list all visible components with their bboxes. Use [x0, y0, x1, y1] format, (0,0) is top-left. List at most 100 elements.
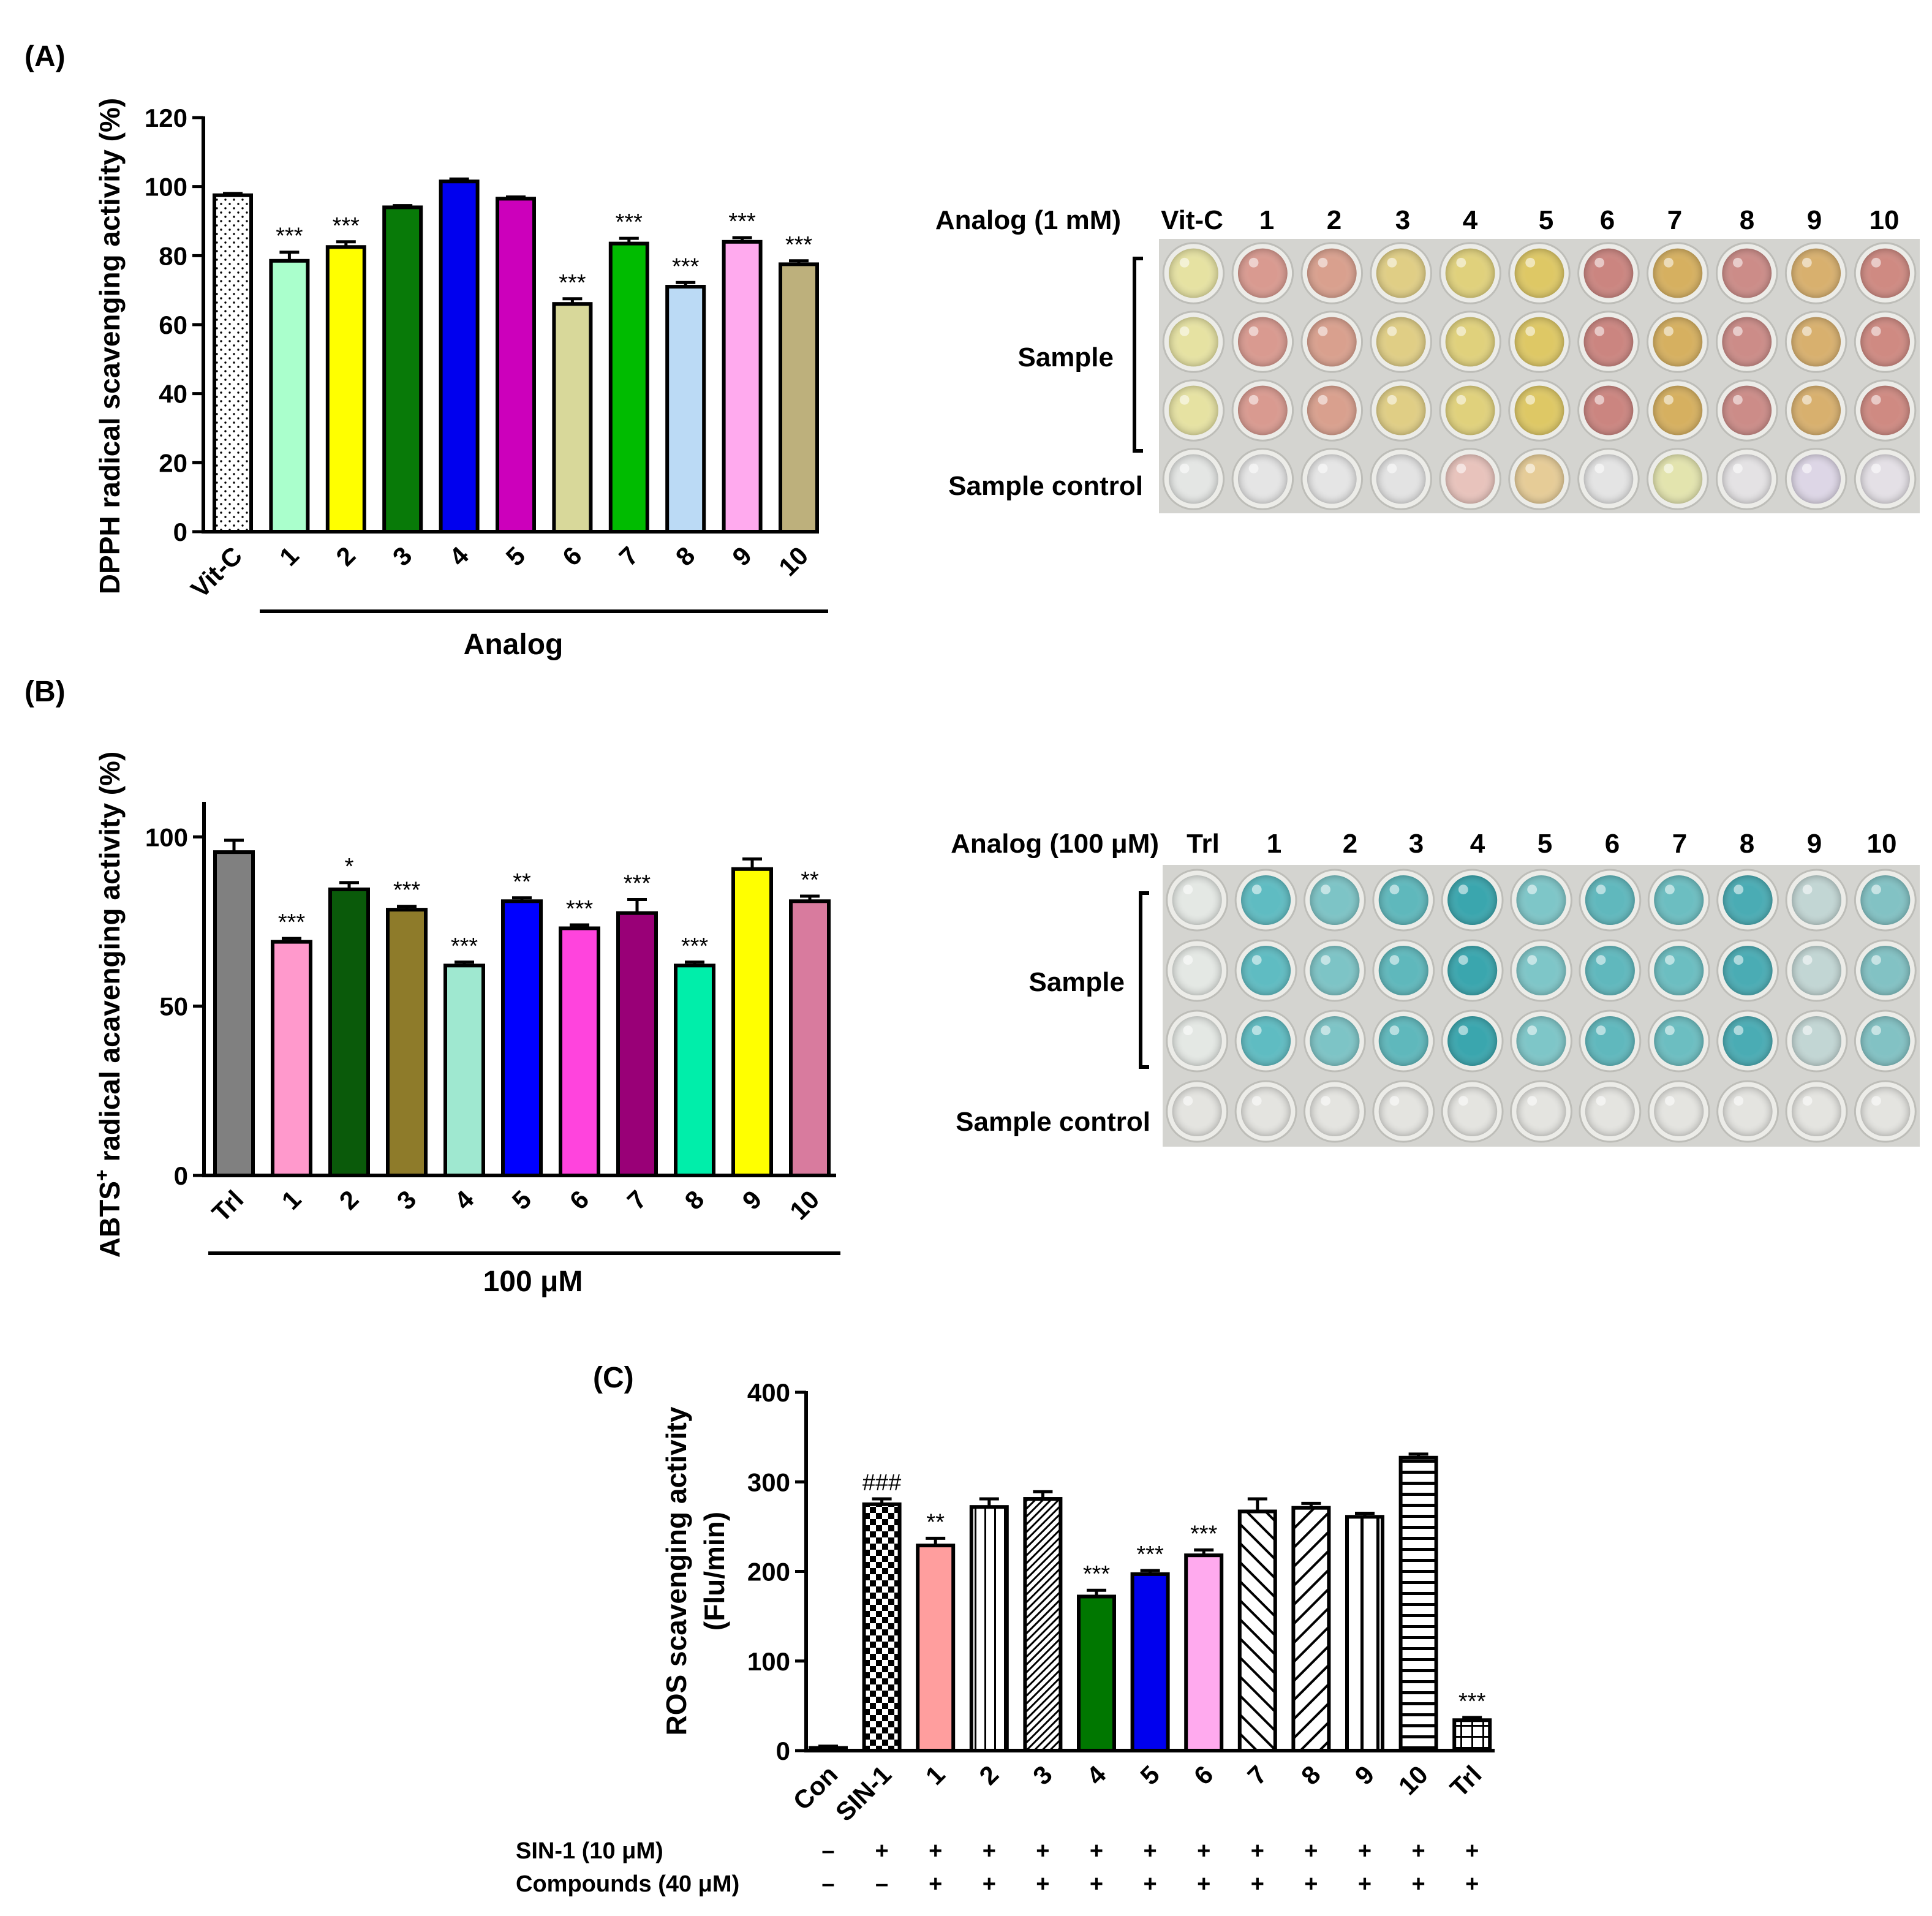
chart-2-bar — [1237, 1509, 1277, 1752]
plate-1-well-highlight — [1802, 884, 1813, 895]
plate-1-well-highlight — [1871, 955, 1881, 965]
chart-2-x-tick-label: 9 — [1349, 1760, 1380, 1790]
plate-0-column-label: 2 — [1327, 205, 1341, 235]
plate-0-well-shade — [1237, 317, 1288, 367]
chart-2-significance-label: *** — [1458, 1689, 1486, 1714]
plate-1-well-shade — [1447, 1086, 1498, 1137]
chart-2-x-tick-label: 10 — [1393, 1760, 1433, 1800]
plate-1-well-highlight — [1527, 955, 1538, 965]
plate-0-well-highlight — [1318, 257, 1328, 268]
chart-2-x-tick-label: 5 — [1134, 1760, 1165, 1790]
chart-0-x-tick-label: 9 — [726, 541, 757, 571]
chart-2-x-tick-label: 1 — [920, 1760, 951, 1790]
chart-0-bar — [213, 193, 253, 534]
chart-1-bar — [789, 899, 831, 1177]
ros-bar-chart: ROS scavenging activity (Flu/min) 0 100 20… — [516, 1378, 1495, 1897]
plate-0-well-shade — [1169, 385, 1218, 436]
plate-1-well-highlight — [1183, 884, 1193, 895]
plate-0-well-highlight — [1318, 463, 1328, 473]
chart-1-x-tick-label: 10 — [784, 1185, 824, 1225]
chart-0-y-tick-label: 40 — [159, 380, 187, 409]
plate-0-well-highlight — [1594, 463, 1605, 473]
chart-2-y-tick-label: 400 — [747, 1378, 790, 1407]
plate-1-well-highlight — [1664, 1096, 1675, 1106]
chart-1-significance-label: ** — [513, 869, 531, 895]
plate-0-well-highlight — [1594, 326, 1605, 336]
plate-1-header-label: Analog (100 μM) — [951, 829, 1159, 859]
chart-0-x-tick-label: 6 — [557, 541, 587, 571]
treatment-mark: + — [1304, 1838, 1318, 1864]
chart-0-y-tick-label: 0 — [173, 518, 187, 546]
chart-0-bar — [269, 258, 310, 534]
plate-1-column-label: 6 — [1605, 829, 1620, 859]
plate-1-well-highlight — [1734, 1025, 1744, 1036]
chart-1-significance-label: *** — [624, 871, 651, 897]
plate-1-control-label: Sample control — [956, 1107, 1150, 1137]
chart-0-y-tick-label: 100 — [145, 173, 187, 202]
plate-0-well-shade — [1376, 317, 1426, 367]
plate-1-column-label: 4 — [1470, 829, 1485, 859]
chart-c-y-axis-label-line2: (Flu/min) — [698, 1512, 730, 1631]
plate-0-well-shade — [1307, 317, 1357, 367]
chart-2-x-tick-label: 3 — [1027, 1760, 1058, 1790]
plate-0-column-label: 5 — [1539, 205, 1553, 235]
chart-1-x-tick-label: 9 — [737, 1185, 768, 1215]
chart-0-significance-label: *** — [333, 213, 360, 239]
dpph-bar-chart: DPPH radical scavenging activity (%) Ana… — [94, 98, 828, 661]
chart-1-bar — [443, 964, 485, 1177]
plate-1-well-highlight — [1321, 1025, 1330, 1036]
chart-2-bar — [1345, 1515, 1384, 1753]
chart-2-x-tick-label: 8 — [1296, 1760, 1326, 1790]
plate-1-well-shade — [1654, 1086, 1704, 1137]
plate-0-well-shade — [1307, 385, 1357, 436]
chart-0-bar — [665, 285, 706, 534]
plate-1-well-shade — [1723, 875, 1773, 926]
plate-0-well-highlight — [1318, 394, 1328, 405]
chart-0-x-tick-label: 1 — [274, 541, 304, 571]
plate-1-well-highlight — [1871, 1025, 1881, 1036]
chart-1-x-tick-label: 3 — [391, 1185, 422, 1215]
plate-1-well-shade — [1516, 875, 1566, 926]
chart-1-bar — [731, 867, 773, 1178]
chart-0-x-tick-label: 4 — [443, 541, 474, 571]
plate-0-well-shade — [1307, 454, 1357, 504]
plate-1-well-shade — [1516, 1016, 1566, 1066]
chart-b-y-axis-label-main: ABTS — [94, 1181, 126, 1258]
plate-0-well-shade — [1583, 248, 1634, 298]
chart-2-bar — [809, 1746, 848, 1753]
chart-0-y-tick-label: 60 — [159, 311, 187, 339]
plate-1-well-highlight — [1183, 955, 1193, 965]
plate-0-well-highlight — [1248, 394, 1259, 405]
chart-0-bar — [722, 240, 763, 534]
plate-0-column-label: 6 — [1600, 205, 1615, 235]
chart-2-x-tick-label: Trl — [1444, 1760, 1487, 1803]
plate-0-well-shade — [1791, 317, 1841, 367]
chart-0-x-tick-label: 7 — [613, 541, 644, 571]
plate-0-well-shade — [1583, 454, 1634, 504]
plate-0-well-highlight — [1456, 394, 1466, 405]
plate-0-well-shade — [1860, 317, 1910, 367]
chart-1-x-tick-label: 8 — [679, 1185, 710, 1215]
chart-0-bar — [382, 205, 423, 534]
plate-1-well-shade — [1585, 875, 1635, 926]
plate-1-well-shade — [1654, 945, 1704, 996]
plate-1-well-highlight — [1596, 1025, 1606, 1036]
chart-1-significance-label: *** — [451, 933, 478, 959]
chart-a-x-axis-label: Analog — [464, 628, 564, 661]
chart-0-bar — [325, 245, 366, 534]
plate-1-well-shade — [1791, 875, 1841, 926]
plate-1-well-highlight — [1802, 1096, 1813, 1106]
plate-1-well-highlight — [1321, 884, 1330, 895]
chart-2-bar — [1130, 1572, 1170, 1752]
chart-1-bar — [328, 887, 370, 1177]
dpph-plate-photo: Analog (1 mM) Vit-C 1 2 3 4 5 6 7 8 9 10 Sample Sampl… — [935, 205, 1920, 513]
plate-0-well-highlight — [1871, 257, 1881, 268]
chart-1-significance-label: *** — [393, 878, 421, 903]
plate-1-sample-bracket — [1139, 891, 1149, 1069]
plate-1-column-label: 5 — [1538, 829, 1552, 859]
chart-2-bar — [1452, 1718, 1492, 1752]
plate-1-well-shade — [1860, 945, 1911, 996]
chart-1-significance-label: * — [345, 854, 354, 880]
chart-0-significance-label: *** — [559, 270, 586, 296]
